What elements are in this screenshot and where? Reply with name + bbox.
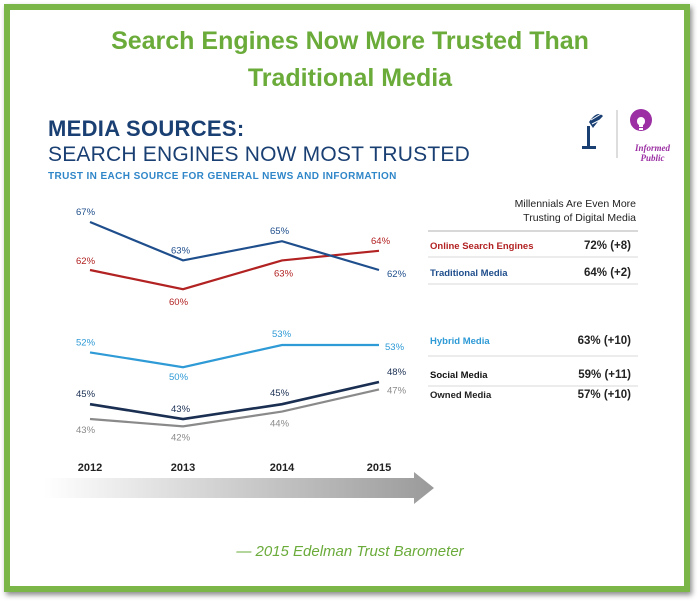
millennials-value: 59% (+11) [578, 369, 631, 381]
series-line-owned-media [89, 388, 380, 428]
headline-line-2: Traditional Media [247, 64, 453, 92]
data-label: 45% [76, 389, 96, 400]
legend-label: Social Media [430, 370, 488, 381]
series-line-social-media [89, 380, 380, 421]
infographic-subtitle: SEARCH ENGINES NOW MOST TRUSTED [48, 143, 470, 166]
x-tick-label: 2014 [270, 462, 295, 474]
infographic-caption: TRUST IN EACH SOURCE FOR GENERAL NEWS AN… [48, 171, 397, 182]
data-label: 53% [385, 342, 405, 353]
infographic-title: MEDIA SOURCES: [48, 116, 245, 141]
data-label: 50% [169, 372, 189, 383]
logo-text: Informed Public [634, 143, 670, 163]
edelman-logo-icon [582, 109, 652, 158]
data-label: 43% [76, 425, 96, 436]
x-tick-label: 2013 [171, 462, 195, 474]
x-tick-label: 2015 [367, 462, 391, 474]
legend-label: Owned Media [430, 390, 492, 401]
data-label: 67% [76, 207, 96, 218]
data-label: 60% [169, 297, 189, 308]
millennials-heading-1: Millennials Are Even More [515, 198, 637, 210]
timeline-arrow-icon [44, 472, 434, 504]
legend-label: Traditional Media [430, 268, 508, 279]
data-label: 62% [387, 269, 407, 280]
millennials-value: 57% (+10) [578, 389, 632, 401]
millennials-value: 72% (+8) [584, 240, 631, 252]
data-label: 64% [371, 236, 391, 247]
data-label: 42% [171, 432, 191, 443]
series-line-traditional-media [89, 220, 380, 272]
data-label: 62% [76, 256, 96, 267]
source-credit: — 2015 Edelman Trust Barometer [236, 543, 464, 560]
data-label: 43% [171, 404, 191, 415]
data-label: 63% [274, 268, 294, 279]
millennials-value: 64% (+2) [584, 267, 631, 279]
x-tick-label: 2012 [78, 462, 102, 474]
data-label: 52% [76, 337, 96, 348]
legend-label: Hybrid Media [430, 336, 490, 347]
data-label: 47% [387, 385, 407, 396]
headline-line-1: Search Engines Now More Trusted Than [111, 27, 589, 55]
legend-label: Online Search Engines [430, 241, 533, 252]
data-label: 63% [171, 245, 191, 256]
data-label: 44% [270, 419, 290, 430]
data-label: 48% [387, 367, 407, 378]
series-line-hybrid-media [89, 343, 379, 369]
data-label: 53% [272, 329, 292, 340]
data-label: 45% [270, 388, 290, 399]
data-label: 65% [270, 226, 290, 237]
millennials-value: 63% (+10) [578, 335, 632, 347]
millennials-heading-2: Trusting of Digital Media [523, 212, 636, 224]
